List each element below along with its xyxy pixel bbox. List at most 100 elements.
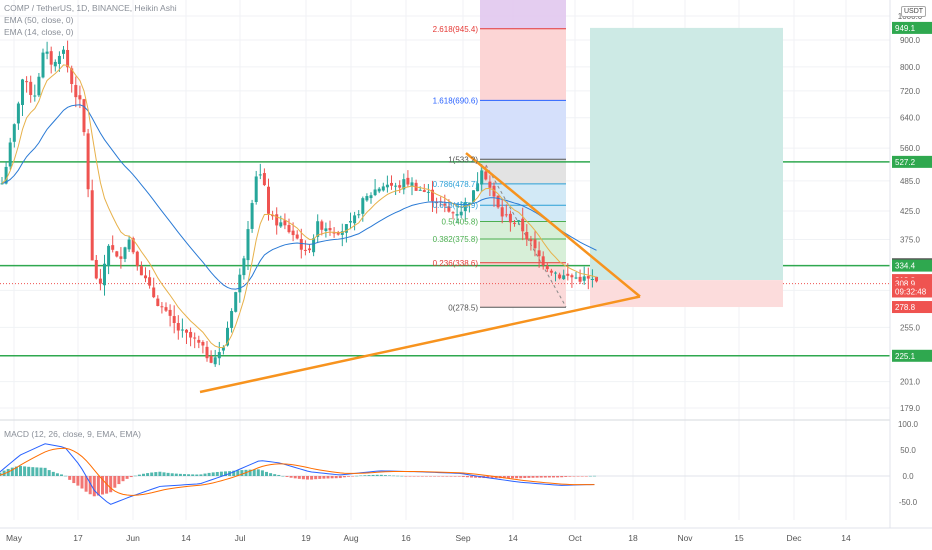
macd-histogram-bar <box>416 476 420 477</box>
price-tick-label: 485.0 <box>900 177 921 186</box>
candle-body <box>53 61 57 67</box>
candle-body <box>115 251 119 257</box>
time-tick-label: 19 <box>301 533 311 543</box>
candle-body <box>554 272 557 274</box>
candle-body <box>230 311 234 328</box>
macd-histogram-bar <box>347 476 350 477</box>
macd-histogram-bar <box>552 476 555 478</box>
ema14-line <box>1 64 597 348</box>
candle-body <box>373 189 377 196</box>
price-label-box <box>892 155 932 168</box>
candle-body <box>21 79 24 105</box>
loss-zone <box>590 280 783 308</box>
candle-body <box>90 190 94 261</box>
macd-histogram-bar <box>215 471 219 476</box>
price-label-text: 334.4 <box>895 262 916 271</box>
fibonacci-labels: 2.618(945.4) 1.618(690.6) 1(533.2) 0.786(47… <box>433 25 479 312</box>
macd-histogram-bar <box>511 476 514 479</box>
macd-histogram-bar <box>166 472 170 476</box>
currency-label: USDT <box>904 8 924 15</box>
fib-level-label: 0(278.5) <box>448 303 478 312</box>
candle-body <box>484 171 488 180</box>
candle-body <box>287 225 291 233</box>
fib-level-label: 0.382(375.8) <box>433 235 479 244</box>
candle-body <box>193 337 197 339</box>
candle-body <box>299 239 303 250</box>
macd-histogram-bar <box>199 474 203 476</box>
macd-histogram-bar <box>568 476 572 477</box>
candle-body <box>226 327 229 346</box>
candle-body <box>340 231 344 235</box>
macd-histogram-bar <box>19 465 22 476</box>
currency-badge[interactable]: USDT <box>901 6 927 17</box>
time-axis-background <box>0 528 932 550</box>
price-tick-label: 640.0 <box>900 114 921 123</box>
price-tick-label: 375.0 <box>900 235 921 244</box>
candle-body <box>127 239 131 250</box>
macd-histogram-bar <box>158 471 162 476</box>
ascending-trendline <box>199 295 641 394</box>
macd-histogram-bar <box>584 476 588 477</box>
time-tick-label: 15 <box>734 533 744 543</box>
candle-body <box>70 68 74 84</box>
symbol-legend[interactable]: COMP / TetherUS, 1D, BINANCE, Heikin Ash… <box>4 3 177 13</box>
ema14-legend[interactable]: EMA (14, close, 0) <box>4 27 73 37</box>
macd-histogram-bar <box>593 475 596 477</box>
candle-body <box>590 279 594 281</box>
macd-histogram-bar <box>27 466 31 476</box>
macd-histogram-bar <box>486 476 490 479</box>
candle-body <box>381 186 385 191</box>
macd-legend[interactable]: MACD (12, 26, close, 9, EMA, EMA) <box>4 429 141 439</box>
price-tick-label: 201.0 <box>900 378 921 387</box>
time-tick-label: May <box>6 533 23 543</box>
candle-body <box>164 307 168 311</box>
candle-body <box>435 202 439 204</box>
candle-body <box>549 270 553 273</box>
candle-body <box>271 214 275 217</box>
long-position-tool <box>590 27 783 308</box>
macd-histogram-bar <box>412 476 416 477</box>
macd-histogram-bar <box>424 476 428 477</box>
macd-histogram-bar <box>39 467 43 476</box>
macd-histogram-bar <box>23 466 27 476</box>
macd-histogram-bar <box>146 473 150 476</box>
macd-histogram-bar <box>543 476 547 478</box>
macd-histogram-bar <box>338 476 342 479</box>
candle-body <box>291 230 295 236</box>
candle-body <box>558 274 562 279</box>
candle-body <box>148 277 152 286</box>
candle-body <box>144 275 147 279</box>
macd-histogram-bar <box>355 475 359 477</box>
price-tick-label: 900.0 <box>900 36 921 45</box>
time-tick-label: Dec <box>786 533 802 543</box>
candle-body <box>472 190 475 202</box>
candle-body <box>353 215 357 224</box>
candle-body <box>205 346 209 359</box>
macd-histogram-bar <box>68 476 72 480</box>
price-label-text: 308.9 <box>895 280 916 289</box>
macd-histogram-bar <box>306 476 309 480</box>
candle-body <box>303 249 307 251</box>
time-tick-label: Oct <box>568 533 582 543</box>
candle-body <box>324 228 328 231</box>
candle-body <box>451 212 455 214</box>
macd-panel <box>0 443 890 505</box>
candle-body <box>131 238 135 253</box>
candle-body <box>201 341 205 346</box>
candle-body <box>209 356 213 363</box>
macd-histogram-bar <box>576 476 580 477</box>
candle-body <box>62 49 65 54</box>
ema50-legend[interactable]: EMA (50, close, 0) <box>4 15 73 25</box>
ema-lines <box>1 64 597 348</box>
fib-zone <box>480 159 566 184</box>
candle-body <box>562 275 566 280</box>
macd-histogram-bar <box>392 475 396 477</box>
macd-histogram-bar <box>125 476 129 479</box>
price-label-box <box>892 259 932 272</box>
price-tick-label: 425.0 <box>900 207 921 216</box>
ema14-label: EMA (14, close, 0) <box>4 27 74 37</box>
candle-body <box>566 273 570 276</box>
macd-tick-label: -50.0 <box>899 498 918 507</box>
macd-histogram-bar <box>117 476 121 485</box>
